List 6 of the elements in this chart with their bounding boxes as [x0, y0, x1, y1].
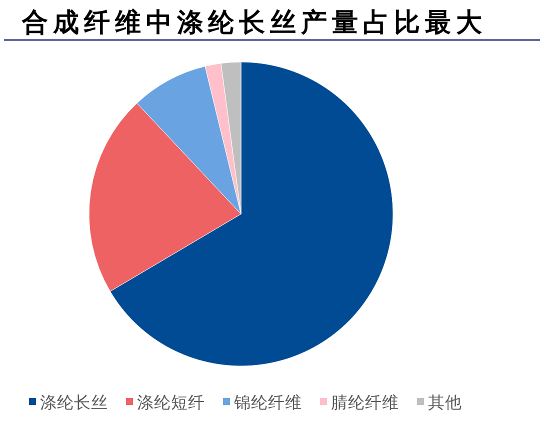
- legend-label: 其他: [428, 393, 462, 412]
- legend-label: 腈纶纤维: [331, 393, 399, 412]
- chart-title: 合成纤维中涤纶长丝产量占比最大: [21, 8, 487, 38]
- legend-label: 锦纶纤维: [233, 393, 302, 412]
- legend-label: 涤纶长丝: [40, 393, 108, 412]
- legend-label: 涤纶短纤: [137, 393, 205, 412]
